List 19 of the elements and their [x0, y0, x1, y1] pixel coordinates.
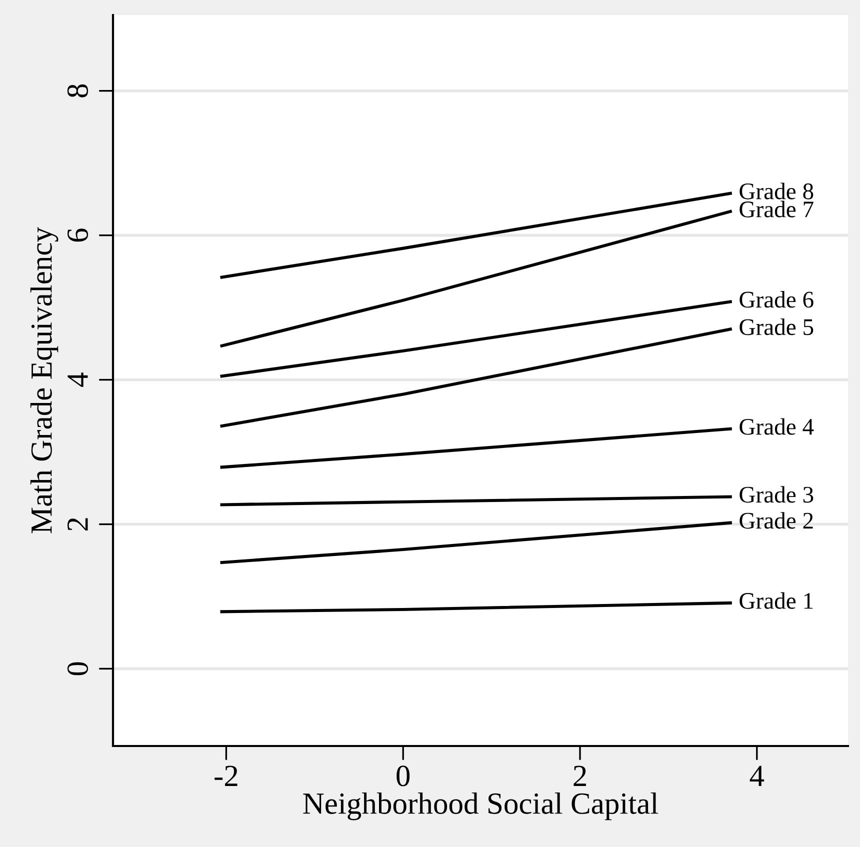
x-tick-label: -2 — [214, 766, 238, 786]
x-tick-label: 2 — [574, 766, 586, 786]
y-tick-label: 8 — [67, 84, 88, 98]
x-axis-title: Neighborhood Social Capital — [303, 792, 658, 820]
series-label: Grade 8 — [740, 182, 814, 200]
y-tick-label: 4 — [68, 372, 88, 387]
x-tick-label: 4 — [750, 766, 764, 786]
y-tick-label: 0 — [67, 662, 88, 676]
y-tick-label: 6 — [68, 228, 88, 242]
series-label: Grade 2 — [740, 512, 813, 529]
series-label: Grade 3 — [740, 486, 814, 503]
series-label: Grade 4 — [740, 418, 814, 435]
y-tick-label: 2 — [68, 518, 88, 531]
series-label: Grade 5 — [740, 318, 814, 336]
y-axis-title: Math Grade Equivalency — [30, 227, 58, 534]
series-label: Grade 1 — [740, 592, 813, 609]
series-label: Grade 7 — [740, 200, 814, 218]
x-tick-label: 0 — [396, 766, 410, 786]
series-label: Grade 6 — [740, 291, 814, 308]
